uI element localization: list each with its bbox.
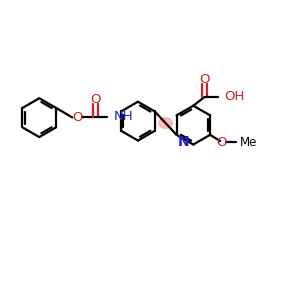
Ellipse shape — [159, 118, 172, 128]
Text: NH: NH — [114, 110, 134, 123]
Text: O: O — [216, 136, 226, 149]
Text: Me: Me — [240, 136, 257, 149]
Text: O: O — [73, 111, 83, 124]
Text: OH: OH — [224, 91, 244, 103]
Text: O: O — [90, 94, 101, 106]
Text: N: N — [178, 135, 190, 149]
Text: O: O — [199, 73, 210, 86]
